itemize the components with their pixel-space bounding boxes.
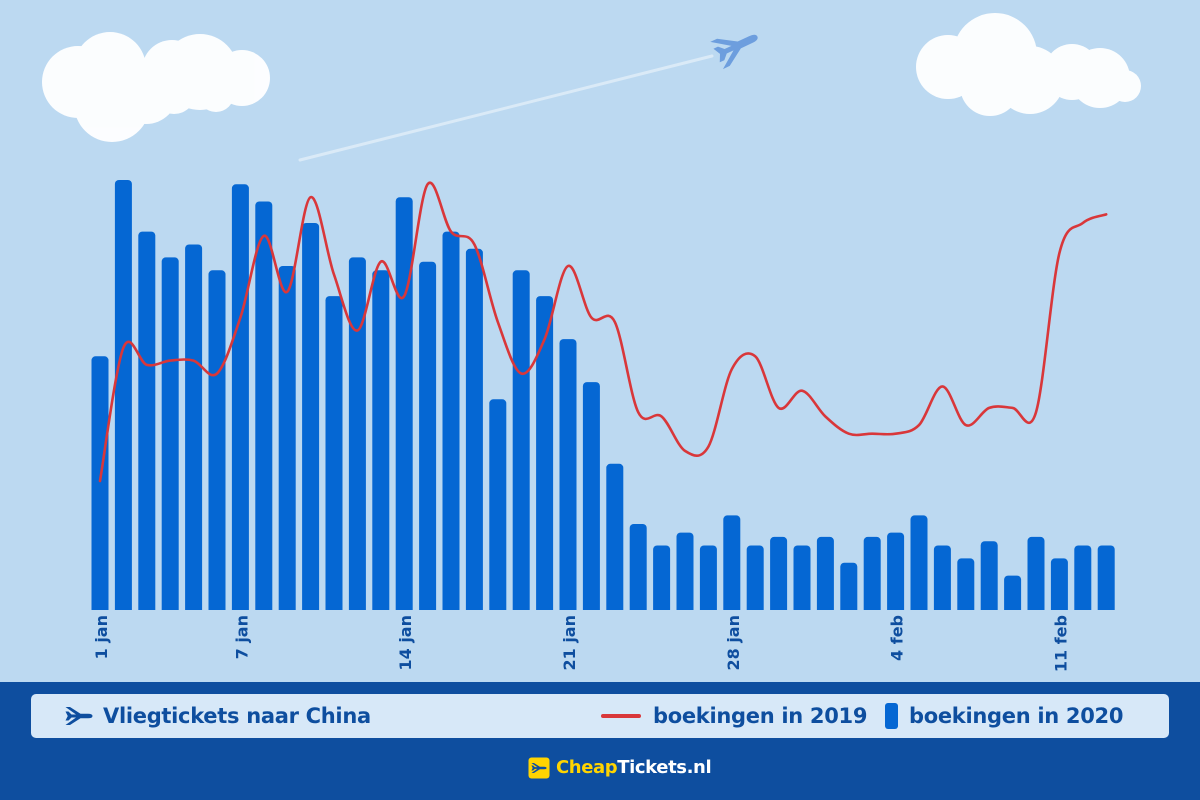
- legend-bar-swatch: [885, 703, 898, 729]
- bar-2020: [887, 532, 905, 614]
- bar-2020: [114, 180, 132, 614]
- bars-2020: [0, 180, 1200, 618]
- bar-2020: [395, 197, 413, 614]
- x-tick-label: 21 jan: [560, 615, 579, 671]
- bar-2020: [302, 223, 320, 614]
- bookings-chart: 1 jan 7 jan 14 jan 21 jan 28 jan 4 feb 11 feb: [0, 180, 1200, 673]
- legend-title: Vliegtickets naar China: [103, 704, 371, 728]
- bar-2020: [933, 545, 951, 614]
- x-tick-label: 1 jan: [92, 615, 111, 659]
- x-tick-label: 14 jan: [396, 615, 415, 671]
- brand-name: CheapTickets.nl: [556, 756, 712, 780]
- bar-2020: [161, 257, 179, 614]
- cloud-left: [42, 32, 270, 142]
- x-tick-label: 11 feb: [1051, 615, 1070, 672]
- bar-2020: [699, 545, 717, 614]
- legend-line-label: boekingen in 2019: [653, 704, 868, 728]
- bar-2020: [957, 558, 975, 614]
- brand-name-part1: Cheap: [556, 757, 618, 778]
- legend: Vliegtickets naar China boekingen in 201…: [31, 694, 1169, 738]
- x-tick-label: 28 jan: [724, 615, 743, 671]
- bar-2020: [348, 257, 366, 614]
- bar-2020: [372, 270, 390, 614]
- bar-2020: [1027, 536, 1045, 614]
- bar-2020: [980, 541, 998, 614]
- bar-2020: [442, 231, 460, 614]
- bar-2020: [816, 536, 834, 614]
- bar-2020: [1050, 558, 1068, 614]
- bar-2020: [653, 545, 671, 614]
- bar-2020: [629, 524, 647, 614]
- bar-2020: [138, 231, 156, 614]
- bar-2020: [185, 244, 203, 614]
- bar-2020: [840, 562, 858, 614]
- bar-2020: [489, 399, 507, 614]
- bar-2020: [723, 515, 741, 614]
- bar-2020: [770, 536, 788, 614]
- bar-2020: [278, 266, 296, 614]
- bar-2020: [465, 248, 483, 615]
- x-tick-label: 7 jan: [232, 615, 251, 659]
- bar-2020: [419, 261, 437, 614]
- contrail: [298, 54, 714, 162]
- airplane-icon: [528, 757, 550, 779]
- x-tick-label: 4 feb: [888, 615, 907, 661]
- legend-line-swatch: [601, 714, 641, 718]
- bar-2020: [606, 463, 624, 614]
- bar-2020: [208, 270, 226, 614]
- bar-2020: [559, 339, 577, 614]
- legend-bar-label: boekingen in 2020: [909, 704, 1124, 728]
- brand-logo[interactable]: CheapTickets.nl: [528, 756, 712, 782]
- x-axis-ticks: 1 jan 7 jan 14 jan 21 jan 28 jan 4 feb 11 feb: [92, 615, 1070, 672]
- cloud-right: [916, 13, 1141, 116]
- bar-2020: [1004, 575, 1022, 614]
- bar-2020: [793, 545, 811, 614]
- airplane-icon: [710, 34, 758, 70]
- bar-2020: [91, 356, 109, 614]
- bar-2020: [1097, 545, 1115, 614]
- bar-baseline-mask: [0, 610, 1200, 618]
- sky-decoration: [42, 13, 1141, 162]
- bar-2020: [910, 515, 928, 614]
- bar-2020: [746, 545, 764, 614]
- footer: Vliegtickets naar China boekingen in 201…: [0, 682, 1200, 800]
- brand-name-part2: Tickets.nl: [617, 757, 712, 778]
- airplane-icon: [65, 707, 93, 725]
- bar-2020: [231, 184, 249, 615]
- bar-2020: [863, 536, 881, 614]
- bar-2020: [676, 532, 694, 614]
- bar-2020: [325, 296, 343, 614]
- bar-2020: [1074, 545, 1092, 614]
- bar-2020: [582, 382, 600, 614]
- bar-2020: [536, 296, 554, 614]
- series-line-2019: [98, 181, 1108, 483]
- bar-2020: [255, 201, 273, 614]
- bar-2020: [512, 270, 530, 614]
